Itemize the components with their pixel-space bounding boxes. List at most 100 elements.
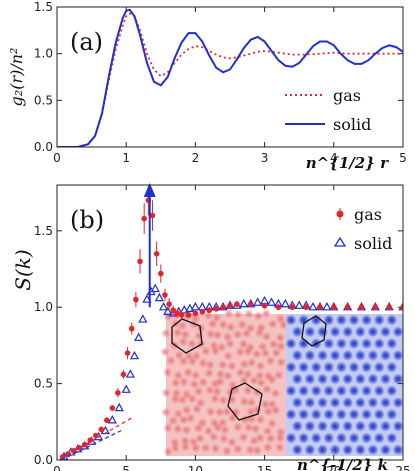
solid-particle bbox=[386, 314, 398, 326]
gas-particle bbox=[220, 424, 230, 435]
solid-particle bbox=[291, 326, 303, 338]
gas-particle bbox=[201, 346, 211, 357]
gas-particle bbox=[162, 422, 173, 433]
gas-particle bbox=[262, 384, 272, 395]
gas-particle bbox=[275, 433, 286, 443]
gas-particle bbox=[267, 418, 278, 429]
solid-point bbox=[179, 305, 189, 314]
solid-particle bbox=[367, 349, 379, 361]
panel-b-ylabel: S(k) bbox=[11, 249, 35, 290]
solid-point bbox=[190, 301, 201, 311]
gas-point bbox=[386, 304, 392, 311]
panel-a-ylabel: g₂(r)/n² bbox=[7, 48, 26, 107]
solid-particle bbox=[304, 444, 316, 456]
solid-particle bbox=[304, 349, 316, 361]
gas-point bbox=[331, 304, 337, 311]
solid-particle bbox=[361, 408, 373, 420]
panel-b: 0 5 10 15 20 25 0.0 0.5 1.0 1.5 (b) S(k) n^{-1/2}… bbox=[11, 183, 411, 471]
solid-point bbox=[239, 298, 249, 308]
gas-point bbox=[206, 307, 213, 314]
gas-particle bbox=[226, 437, 237, 448]
gas-particle bbox=[212, 330, 223, 340]
solid-particle bbox=[317, 397, 328, 409]
solid-particle bbox=[323, 385, 335, 397]
b-ytick-label: 0.0 bbox=[34, 453, 53, 467]
gas-hexagon-2 bbox=[227, 382, 263, 421]
gas-point bbox=[149, 212, 156, 219]
solid-particle bbox=[392, 397, 404, 409]
gas-particle bbox=[223, 308, 234, 319]
gas-point bbox=[400, 304, 403, 311]
gas-particle bbox=[190, 370, 201, 381]
gas-particle bbox=[170, 377, 181, 388]
gas-particle bbox=[210, 346, 221, 357]
gas-particle bbox=[276, 357, 287, 368]
gas-particle bbox=[221, 406, 232, 417]
solid-point bbox=[154, 292, 165, 302]
solid-particle bbox=[380, 349, 391, 361]
gas-particle bbox=[262, 442, 273, 453]
solid-particle bbox=[329, 420, 341, 432]
solid-particle bbox=[291, 373, 303, 385]
solid-point bbox=[185, 303, 195, 312]
gas-point bbox=[247, 301, 254, 307]
gas-particle bbox=[187, 393, 198, 404]
solid-particle bbox=[298, 408, 310, 420]
gas-particle bbox=[244, 308, 254, 319]
panel-a-legend: gas solid bbox=[285, 86, 371, 134]
gas-particle bbox=[237, 319, 248, 330]
gas-particle bbox=[225, 322, 236, 333]
solid-particle bbox=[342, 349, 354, 361]
solid-point bbox=[129, 350, 140, 360]
gas-point bbox=[275, 304, 282, 311]
gas-point bbox=[192, 310, 199, 317]
solid-point bbox=[134, 332, 144, 341]
gas-particle bbox=[205, 360, 216, 370]
gas-particle bbox=[238, 432, 249, 443]
solid-particle bbox=[386, 432, 398, 444]
gas-point bbox=[317, 304, 323, 311]
solid-particle bbox=[373, 385, 385, 397]
solid-particle bbox=[329, 444, 341, 456]
solid-point bbox=[266, 297, 277, 306]
panel-b-frame bbox=[56, 184, 404, 461]
solid-particle bbox=[367, 444, 379, 456]
gas-particle bbox=[235, 346, 246, 357]
solid-particle bbox=[348, 338, 360, 350]
solid-point bbox=[308, 301, 318, 311]
gas-point bbox=[158, 270, 164, 277]
gas-particle bbox=[181, 425, 192, 436]
solid-particle bbox=[323, 432, 335, 444]
a-ytick-label: 1.5 bbox=[34, 0, 53, 14]
solid-particle bbox=[342, 326, 354, 338]
gas-particle bbox=[239, 375, 249, 386]
gas-point bbox=[162, 292, 168, 298]
gas-particle bbox=[274, 442, 285, 453]
solid-particle bbox=[317, 326, 328, 338]
gas-particle bbox=[265, 355, 276, 366]
solid-particle bbox=[304, 326, 316, 338]
panel-b-series bbox=[59, 185, 403, 460]
gas-point bbox=[372, 304, 379, 311]
gas-particle bbox=[181, 405, 192, 416]
b-xtick-label: 25 bbox=[395, 464, 410, 471]
gas-point bbox=[178, 312, 185, 318]
solid-particle bbox=[373, 314, 385, 326]
solid-particle bbox=[317, 373, 328, 385]
solid-particle bbox=[392, 349, 404, 361]
gas-point bbox=[141, 215, 147, 222]
gas-particle bbox=[178, 356, 189, 366]
arrow-head bbox=[143, 183, 156, 197]
solid-particle bbox=[348, 361, 360, 373]
a-xtick-label: 5 bbox=[399, 151, 407, 165]
solid-particle bbox=[361, 314, 373, 326]
solid-particle bbox=[342, 397, 354, 409]
gas-point bbox=[128, 325, 135, 332]
gas-point bbox=[87, 437, 94, 443]
gas-particle bbox=[271, 347, 282, 358]
gas-particle bbox=[230, 385, 241, 395]
gas-particle bbox=[218, 433, 229, 444]
solid-snapshot bbox=[285, 314, 404, 456]
panel-b-label: (b) bbox=[70, 206, 104, 234]
